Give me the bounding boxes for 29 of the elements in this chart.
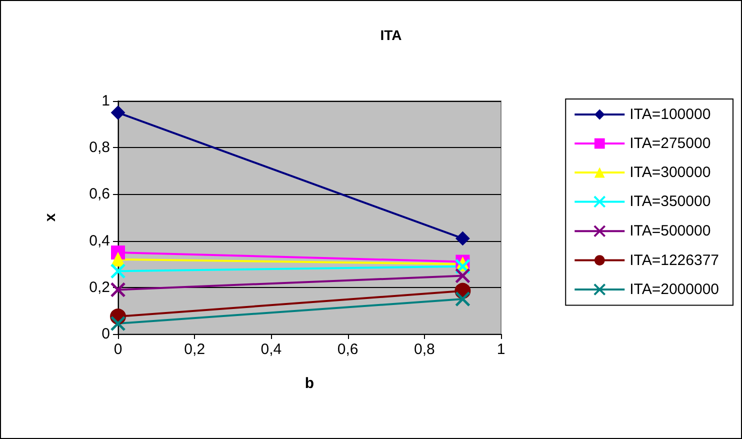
legend-label: ITA=2000000: [630, 281, 720, 298]
y-tick-label: 0,4: [89, 232, 110, 250]
y-tick-label: 0,6: [89, 186, 110, 203]
x-tick-label: 0,4: [260, 341, 282, 358]
point: [111, 106, 125, 120]
point: [110, 282, 126, 298]
legend-label: ITA=1226377: [630, 252, 720, 269]
point: [454, 291, 470, 307]
legend-label: ITA=300000: [630, 164, 711, 181]
y-tick-label: 0,8: [89, 139, 110, 156]
legend-label: ITA=100000: [630, 106, 711, 123]
x-tick-label: 0,6: [337, 341, 358, 358]
x-tick-label: 1: [496, 341, 506, 358]
legend-label: ITA=275000: [630, 135, 711, 152]
legend-label: ITA=350000: [630, 193, 711, 210]
point: [456, 231, 470, 246]
point: [454, 268, 470, 284]
point: [110, 316, 126, 332]
x-tick-label: 0,2: [184, 341, 206, 358]
y-tick-label: 1: [102, 92, 110, 110]
x-tick-label: 0: [114, 341, 122, 358]
y-tick-label: 0: [102, 326, 110, 342]
chart-title: ITA: [380, 27, 402, 43]
x-axis-title: b: [304, 375, 314, 392]
y-axis-title: x: [42, 212, 59, 222]
point: [110, 263, 126, 279]
y-tick-label: 0,2: [89, 278, 110, 296]
x-tick-label: 0,8: [414, 341, 435, 358]
legend-label: ITA=500000: [630, 222, 711, 240]
